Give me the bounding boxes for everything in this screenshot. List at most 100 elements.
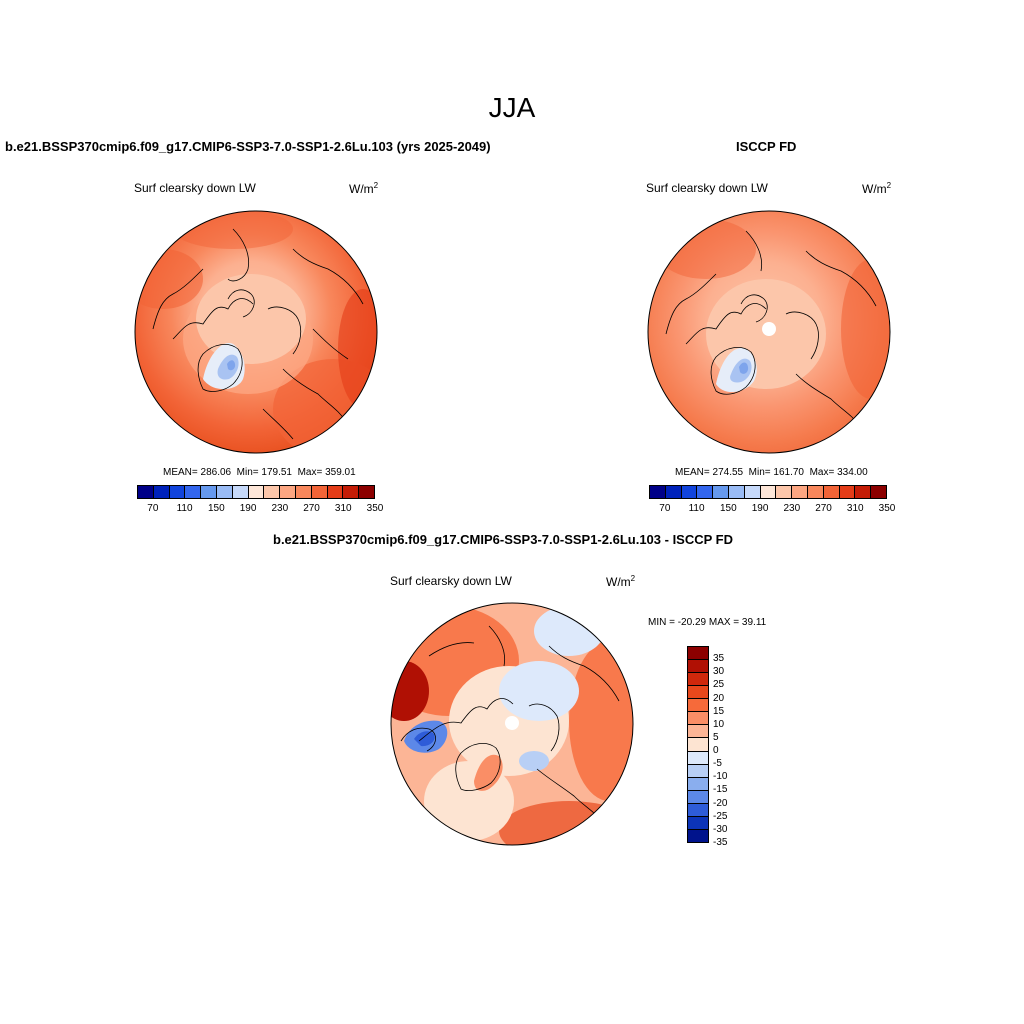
colorbar-swatch	[264, 486, 281, 498]
colorbar-swatch	[855, 486, 872, 498]
colorbar-tick-label: -5	[713, 758, 722, 770]
colorbar-swatch	[169, 486, 186, 498]
colorbar-swatch	[359, 486, 374, 498]
colorbar-tick-label: 230	[271, 503, 289, 514]
panel-obs-max-value: 334.00	[837, 467, 868, 478]
colorbar-swatch	[688, 686, 708, 700]
colorbar-swatch	[280, 486, 296, 498]
panel-model-max-value: 359.01	[325, 467, 356, 478]
colorbar-tick-label: 15	[713, 705, 725, 717]
panel-model-title: b.e21.BSSP370cmip6.f09_g17.CMIP6-SSP3-7.…	[5, 139, 491, 154]
panel-model-stats: MEAN= 286.06 Min= 179.51 Max= 359.01	[163, 467, 356, 478]
colorbar-swatch	[138, 486, 154, 498]
colorbar-swatch	[688, 777, 708, 791]
colorbar-tick-label: -25	[713, 810, 728, 822]
colorbar-tick-label: 270	[815, 503, 832, 514]
colorbar-swatch	[871, 486, 886, 498]
colorbar-tick-label: 70	[147, 503, 159, 514]
panel-model-max-label: Max=	[297, 467, 323, 478]
colorbar-tick-label: -30	[713, 823, 728, 835]
colorbar-tick-label: 190	[239, 503, 257, 514]
colorbar-tick-label: 230	[783, 503, 801, 514]
colorbar-swatch	[792, 486, 808, 498]
colorbar-swatch	[153, 486, 170, 498]
colorbar-swatch	[650, 486, 666, 498]
panel-obs-polar-map	[647, 210, 891, 454]
panel-diff-units-label: W/m2	[606, 574, 636, 589]
colorbar-swatch	[807, 486, 824, 498]
panel-obs-variable-label: Surf clearsky down LW	[646, 181, 768, 195]
colorbar-swatch	[216, 486, 233, 498]
panel-obs-units-label: W/m2	[862, 181, 892, 196]
colorbar-swatch	[688, 725, 708, 739]
panel-diff-minmax: MIN = -20.29 MAX = 39.11	[648, 617, 767, 628]
panel-model-units-label: W/m2	[349, 181, 379, 196]
colorbar-tick-label: 350	[878, 503, 896, 514]
panel-diff-variable-label: Surf clearsky down LW	[390, 574, 512, 588]
panel-obs-colorbar	[649, 485, 887, 499]
colorbar-tick-label: 10	[713, 718, 725, 730]
colorbar-tick-label: 190	[751, 503, 769, 514]
colorbar-tick-label: 70	[659, 503, 671, 514]
colorbar-swatch	[728, 486, 745, 498]
colorbar-swatch	[697, 486, 714, 498]
colorbar-swatch	[776, 486, 793, 498]
colorbar-swatch	[688, 764, 708, 778]
colorbar-swatch	[185, 486, 202, 498]
colorbar-tick-label: -35	[713, 837, 728, 848]
panel-obs-min-label: Min=	[748, 467, 771, 478]
colorbar-swatch	[343, 486, 360, 498]
colorbar-swatch	[688, 647, 708, 661]
colorbar-swatch	[688, 816, 708, 830]
colorbar-swatch	[823, 486, 840, 498]
panel-model-colorbar	[137, 485, 375, 499]
panel-model-min-label: Min=	[236, 467, 259, 478]
colorbar-tick-label: 350	[366, 503, 384, 514]
panel-model-mean-value: 286.06	[200, 467, 232, 478]
panel-obs-min-value: 161.70	[773, 467, 804, 478]
colorbar-swatch	[688, 790, 708, 804]
colorbar-swatch	[688, 673, 708, 687]
colorbar-swatch	[760, 486, 777, 498]
colorbar-swatch	[327, 486, 344, 498]
panel-model-polar-map	[134, 210, 378, 454]
colorbar-swatch	[248, 486, 265, 498]
panel-obs-stats: MEAN= 274.55 Min= 161.70 Max= 334.00	[675, 467, 868, 478]
colorbar-tick-label: 30	[713, 666, 725, 678]
colorbar-swatch	[688, 738, 708, 752]
panel-obs-max-label: Max=	[809, 467, 835, 478]
colorbar-swatch	[713, 486, 729, 498]
colorbar-swatch	[688, 699, 708, 713]
colorbar-swatch	[744, 486, 761, 498]
panel-obs-title: ISCCP FD	[736, 139, 797, 154]
panel-diff-colorbar	[687, 646, 709, 843]
colorbar-tick-label: -15	[713, 784, 728, 796]
colorbar-swatch	[665, 486, 682, 498]
colorbar-swatch	[295, 486, 312, 498]
colorbar-tick-label: 0	[713, 745, 719, 757]
panel-model-variable-label: Surf clearsky down LW	[134, 181, 256, 195]
colorbar-tick-label: 35	[713, 653, 725, 665]
colorbar-swatch	[688, 751, 708, 765]
panel-model-min-value: 179.51	[261, 467, 292, 478]
colorbar-tick-label: 110	[688, 503, 705, 514]
colorbar-swatch	[688, 712, 708, 726]
colorbar-tick-label: 25	[713, 679, 725, 691]
colorbar-swatch	[681, 486, 698, 498]
colorbar-swatch	[232, 486, 249, 498]
colorbar-tick-label: -20	[713, 797, 728, 809]
colorbar-swatch	[839, 486, 856, 498]
colorbar-swatch	[688, 829, 708, 842]
colorbar-tick-label: -10	[713, 771, 728, 783]
colorbar-swatch	[688, 660, 708, 674]
colorbar-tick-label: 110	[176, 503, 193, 514]
panel-diff-polar-map	[390, 602, 634, 846]
panel-obs-mean-value: 274.55	[712, 467, 744, 478]
figure-title: JJA	[488, 92, 536, 123]
colorbar-tick-label: 310	[334, 503, 352, 514]
colorbar-tick-label: 150	[207, 503, 225, 514]
colorbar-swatch	[688, 803, 708, 817]
panel-diff-title: b.e21.BSSP370cmip6.f09_g17.CMIP6-SSP3-7.…	[273, 532, 734, 547]
colorbar-tick-label: 150	[719, 503, 737, 514]
colorbar-tick-label: 310	[846, 503, 864, 514]
